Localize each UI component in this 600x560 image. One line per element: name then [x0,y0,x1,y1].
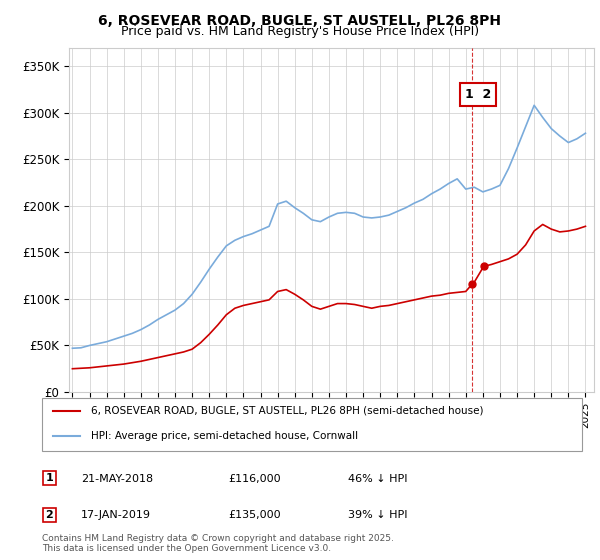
Text: 1: 1 [46,473,53,483]
Text: Price paid vs. HM Land Registry's House Price Index (HPI): Price paid vs. HM Land Registry's House … [121,25,479,38]
Text: £135,000: £135,000 [228,510,281,520]
Text: 1  2: 1 2 [464,88,491,101]
Text: £116,000: £116,000 [228,474,281,484]
Text: 39% ↓ HPI: 39% ↓ HPI [348,510,407,520]
Text: 6, ROSEVEAR ROAD, BUGLE, ST AUSTELL, PL26 8PH: 6, ROSEVEAR ROAD, BUGLE, ST AUSTELL, PL2… [98,14,502,28]
Text: 6, ROSEVEAR ROAD, BUGLE, ST AUSTELL, PL26 8PH (semi-detached house): 6, ROSEVEAR ROAD, BUGLE, ST AUSTELL, PL2… [91,406,483,416]
Text: HPI: Average price, semi-detached house, Cornwall: HPI: Average price, semi-detached house,… [91,431,358,441]
Text: 46% ↓ HPI: 46% ↓ HPI [348,474,407,484]
Text: Contains HM Land Registry data © Crown copyright and database right 2025.
This d: Contains HM Land Registry data © Crown c… [42,534,394,553]
Text: 17-JAN-2019: 17-JAN-2019 [81,510,151,520]
Text: 21-MAY-2018: 21-MAY-2018 [81,474,153,484]
Text: 2: 2 [46,510,53,520]
